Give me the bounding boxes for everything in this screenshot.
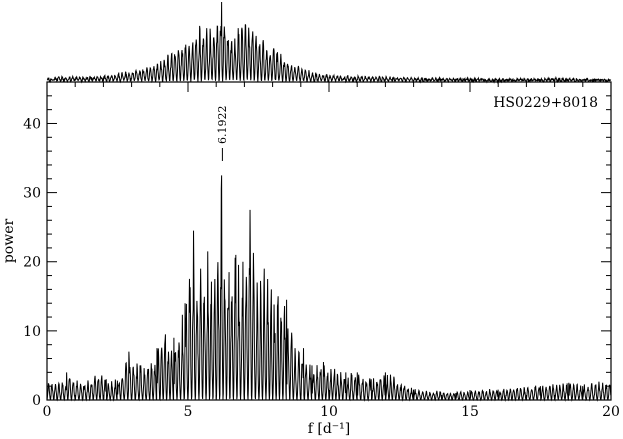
window-panel [46, 1, 612, 84]
x-tick-label: 15 [461, 404, 479, 420]
y-tick-label: 30 [23, 186, 41, 202]
y-tick-label: 10 [23, 324, 41, 340]
window-function-curve [46, 1, 612, 84]
x-tick-label: 20 [602, 404, 620, 420]
y-axis-label: power [1, 219, 17, 264]
power-spectrum-curve [46, 175, 612, 402]
x-tick-labels: 0 5 10 15 20 [43, 404, 620, 420]
peak-annotation: 6.1922 [216, 106, 229, 145]
y-tick-labels: 0 10 20 30 40 [23, 116, 41, 409]
y-tick-label: 20 [23, 255, 41, 271]
main-panel: 0 5 10 15 20 0 10 20 30 40 HS0229+8018 6.1922 f … [1, 81, 620, 437]
y-tick-label: 0 [32, 393, 41, 409]
x-tick-label: 10 [320, 404, 338, 420]
object-name-label: HS0229+8018 [493, 95, 598, 111]
axis-ticks [46, 82, 612, 401]
x-tick-label: 5 [184, 404, 193, 420]
x-tick-label: 0 [43, 404, 52, 420]
x-axis-label: f [d⁻¹] [308, 421, 351, 437]
y-tick-label: 40 [23, 116, 41, 132]
plot-frame [46, 81, 612, 401]
